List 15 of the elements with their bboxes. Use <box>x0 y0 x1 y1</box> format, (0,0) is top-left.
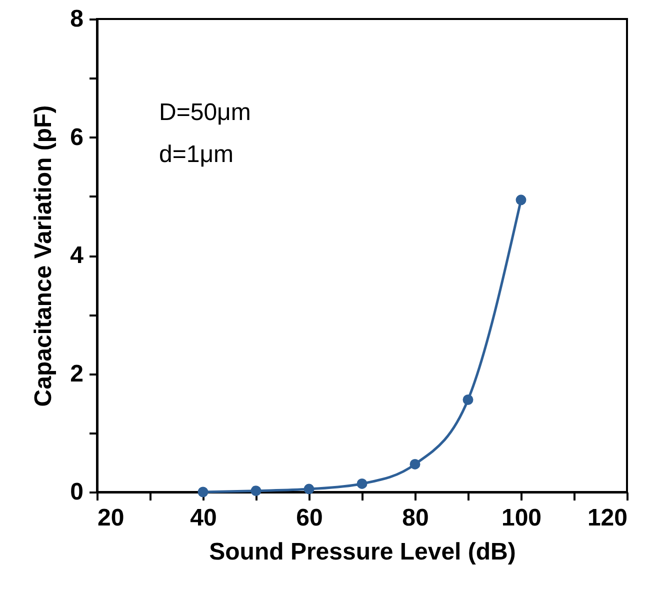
x-tick-label: 120 <box>587 504 628 532</box>
y-tick-label: 2 <box>70 360 84 388</box>
y-tick-label: 6 <box>70 124 84 151</box>
y-tick-label: 8 <box>70 6 84 32</box>
annotation: D=50μm <box>159 99 251 126</box>
y-tick-label: 4 <box>70 242 84 269</box>
x-tick-label: 80 <box>402 504 429 532</box>
x-axis-title: Sound Pressure Level (dB) <box>209 538 516 566</box>
annotation: d=1μm <box>159 141 234 168</box>
x-tick-label: 20 <box>98 504 124 532</box>
y-tick-label: 0 <box>70 478 84 506</box>
x-tick-label: 40 <box>190 504 217 532</box>
y-axis-title: Capacitance Variation (pF) <box>30 105 58 407</box>
x-tick-label: 60 <box>296 504 323 532</box>
x-tick-label: 100 <box>501 504 542 532</box>
